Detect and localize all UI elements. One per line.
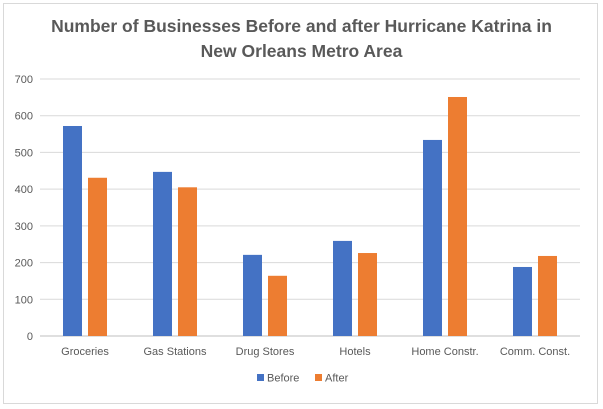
legend-label-before: Before	[267, 373, 299, 385]
bar-before-1	[153, 171, 172, 336]
chart-title-line-1: Number of Businesses Before and after Hu…	[51, 16, 552, 36]
x-tick-label: Groceries	[61, 346, 109, 358]
legend-swatch-before	[257, 374, 264, 381]
x-tick-label: Gas Stations	[144, 346, 207, 358]
bar-before-0	[63, 125, 82, 336]
y-tick-label: 200	[15, 258, 33, 270]
bar-after-1	[178, 187, 197, 336]
x-tick-label: Comm. Const.	[500, 346, 570, 358]
bar-before-3	[333, 240, 352, 336]
chart-title-line-2: New Orleans Metro Area	[200, 41, 403, 61]
legend-label-after: After	[325, 373, 349, 385]
x-tick-label: Hotels	[339, 346, 371, 358]
y-tick-label: 400	[15, 184, 33, 196]
y-tick-label: 100	[15, 294, 33, 306]
y-tick-label: 600	[15, 111, 33, 123]
y-tick-label: 500	[15, 147, 33, 159]
bar-after-3	[358, 253, 377, 336]
bar-before-5	[513, 266, 532, 336]
y-tick-label: 300	[15, 221, 33, 233]
bars	[63, 96, 557, 337]
y-tick-label: 700	[15, 74, 33, 86]
gridlines	[40, 78, 580, 337]
y-tick-label: 0	[27, 331, 33, 343]
bar-after-2	[268, 275, 287, 336]
x-tick-label: Drug Stores	[236, 346, 295, 358]
bar-before-4	[423, 139, 442, 336]
x-axis: Groceries Gas Stations Drug Stores Hotels Ho…	[61, 346, 570, 358]
legend: Before After	[257, 373, 349, 385]
bar-before-2	[243, 254, 262, 336]
legend-swatch-after	[315, 374, 322, 381]
y-axis: 0 100 200 300 400 500 600 700	[15, 74, 33, 343]
x-tick-label: Home Constr.	[411, 346, 478, 358]
bar-after-5	[538, 255, 557, 336]
chart-title: Number of Businesses Before and after Hu…	[0, 14, 603, 64]
bar-after-4	[448, 96, 467, 337]
bar-after-0	[88, 177, 107, 336]
